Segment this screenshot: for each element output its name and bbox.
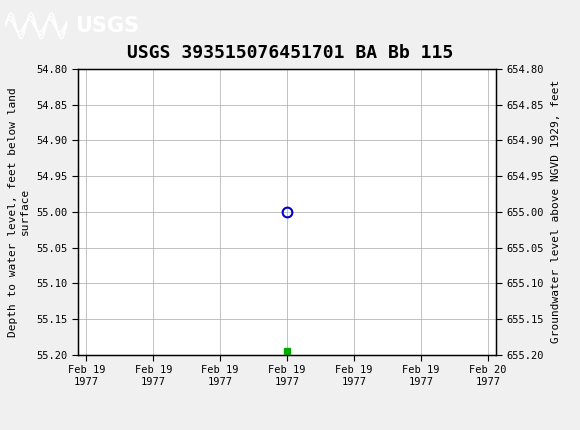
Text: USGS: USGS — [75, 16, 139, 36]
Y-axis label: Groundwater level above NGVD 1929, feet: Groundwater level above NGVD 1929, feet — [551, 80, 561, 344]
Y-axis label: Depth to water level, feet below land
surface: Depth to water level, feet below land su… — [8, 87, 30, 337]
Text: USGS 393515076451701 BA Bb 115: USGS 393515076451701 BA Bb 115 — [127, 44, 453, 62]
